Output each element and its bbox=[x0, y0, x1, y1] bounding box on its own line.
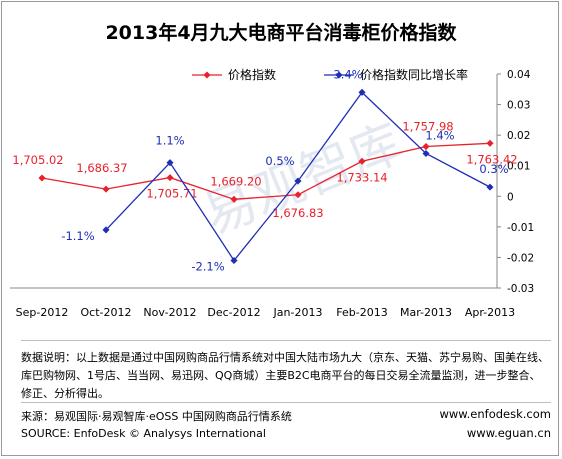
notes-text: 数据说明：以上数据是通过中国网购商品行情系统对中国大陆市场九大（京东、天猫、苏宁… bbox=[21, 351, 549, 400]
legend-label: 价格指数同比增长率 bbox=[360, 67, 468, 82]
source-en: SOURCE: EnfoDesk © Analysys Internationa… bbox=[21, 427, 266, 440]
legend-label: 价格指数 bbox=[228, 67, 276, 82]
series-line-yoy-rate bbox=[105, 91, 491, 262]
y-tick-label-right: 0.01 bbox=[507, 161, 530, 173]
data-label-yoy-rate: -2.1% bbox=[191, 259, 224, 273]
point-price-index bbox=[230, 195, 238, 203]
data-label-yoy-rate: 1.1% bbox=[155, 134, 184, 148]
source-cn: 来源：易观国际·易观智库·eOSS 中国网购商品行情系统 bbox=[21, 410, 292, 423]
data-label-price-index: 1,763.42 bbox=[466, 152, 517, 166]
point-yoy-rate bbox=[230, 256, 238, 265]
data-label-price-index: 1,676.83 bbox=[272, 206, 323, 220]
y-tick-label-right: -0.01 bbox=[507, 222, 534, 234]
data-label-yoy-rate: -1.1% bbox=[61, 229, 94, 243]
y-tick-label-right: -0.03 bbox=[507, 283, 534, 295]
point-yoy-rate bbox=[102, 226, 110, 234]
x-tick-label: Mar-2013 bbox=[400, 306, 452, 319]
legend-marker bbox=[335, 71, 343, 79]
data-label-price-index: 1,669.20 bbox=[210, 174, 261, 188]
y-tick-label-right: -0.02 bbox=[507, 252, 534, 264]
y-tick-label-right: 0.02 bbox=[507, 130, 530, 142]
x-tick-label: Oct-2012 bbox=[81, 306, 132, 319]
point-yoy-rate bbox=[166, 159, 174, 167]
data-label-price-index: 1,686.37 bbox=[76, 161, 127, 175]
series-line-price-index bbox=[41, 142, 491, 200]
y-tick-label-right: 0.03 bbox=[507, 100, 530, 112]
legend-marker bbox=[203, 71, 211, 79]
source-block: 来源：易观国际·易观智库·eOSS 中国网购商品行情系统 SOURCE: Enf… bbox=[21, 402, 551, 440]
y-tick-label-right: 0.04 bbox=[507, 69, 531, 81]
data-label-yoy-rate: 1.4% bbox=[425, 128, 454, 142]
data-label-price-index: 1,757.98 bbox=[402, 120, 453, 134]
point-price-index bbox=[486, 139, 494, 147]
point-price-index bbox=[166, 174, 174, 182]
chart-svg: 0.04 0.03 0.02 0.01 0 -0.01 -0.02 -0.03 Sep-2012… bbox=[10, 67, 534, 319]
watermark-logo: 易观智库 bbox=[195, 113, 410, 247]
data-notes: 数据说明：以上数据是通过中国网购商品行情系统对中国大陆市场九大（京东、天猫、苏宁… bbox=[21, 340, 551, 403]
x-tick-label: Sep-2012 bbox=[16, 306, 69, 319]
data-label-yoy-rate: 3.4% bbox=[333, 67, 362, 81]
y-tick-label-right: 0 bbox=[507, 191, 514, 203]
data-label-price-index: 1,705.02 bbox=[12, 153, 63, 167]
point-price-index bbox=[422, 142, 430, 151]
chart-title: 2013年4月九大电商平台消毒柜价格指数 bbox=[105, 22, 457, 44]
x-tick-label: Feb-2013 bbox=[336, 306, 387, 319]
url-eguan[interactable]: www.eguan.cn bbox=[466, 426, 551, 440]
point-price-index bbox=[294, 191, 302, 199]
x-tick-label: Dec-2012 bbox=[207, 306, 260, 319]
point-price-index bbox=[358, 157, 366, 165]
point-yoy-rate bbox=[486, 183, 494, 191]
data-label-yoy-rate: 0.3% bbox=[479, 162, 508, 176]
x-tick-label: Apr-2013 bbox=[465, 306, 515, 319]
url-enfodesk[interactable]: www.enfodesk.com bbox=[439, 407, 551, 421]
data-label-price-index: 1,733.14 bbox=[336, 170, 387, 184]
point-yoy-rate bbox=[422, 149, 430, 158]
point-price-index bbox=[38, 174, 46, 182]
data-label-yoy-rate: 0.5% bbox=[265, 154, 294, 168]
x-tick-label: Nov-2012 bbox=[143, 306, 196, 319]
x-tick-label: Jan-2013 bbox=[273, 306, 323, 319]
point-price-index bbox=[102, 185, 110, 193]
point-yoy-rate bbox=[294, 177, 302, 185]
point-yoy-rate bbox=[358, 88, 366, 96]
data-label-price-index: 1,705.71 bbox=[146, 187, 197, 201]
